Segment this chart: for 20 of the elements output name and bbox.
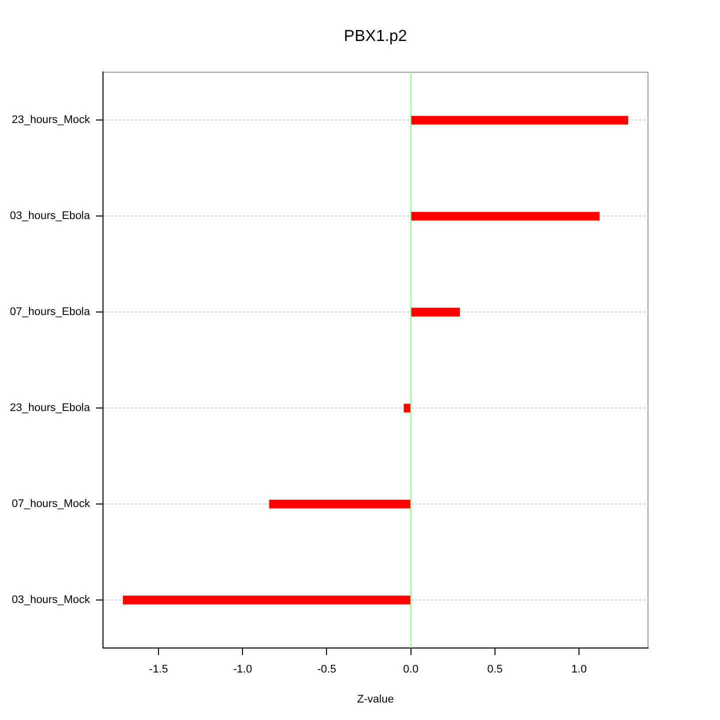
bar <box>269 500 411 508</box>
x-tick-label: 0.5 <box>487 664 503 676</box>
y-tick-label: 07_hours_Ebola <box>10 306 91 318</box>
x-tick-label: -1.5 <box>149 664 168 676</box>
x-tick-label: -1.0 <box>233 664 252 676</box>
x-tick-label: 0.0 <box>403 664 418 676</box>
y-tick-label: 23_hours_Mock <box>12 114 90 126</box>
bar <box>122 596 411 604</box>
chart-title: PBX1.p2 <box>344 28 408 46</box>
bar <box>410 308 460 316</box>
y-tick-label: 23_hours_Ebola <box>10 402 91 414</box>
bar <box>410 212 600 220</box>
x-tick-label: 1.0 <box>571 664 587 676</box>
y-tick-label: 03_hours_Ebola <box>10 210 91 222</box>
x-tick-label: -0.5 <box>317 664 336 676</box>
bar <box>404 404 411 412</box>
y-tick-label: 07_hours_Mock <box>12 498 90 510</box>
bar <box>410 116 628 125</box>
x-axis-title: Z-value <box>357 693 394 706</box>
y-tick-label: 03_hours_Mock <box>12 594 90 606</box>
